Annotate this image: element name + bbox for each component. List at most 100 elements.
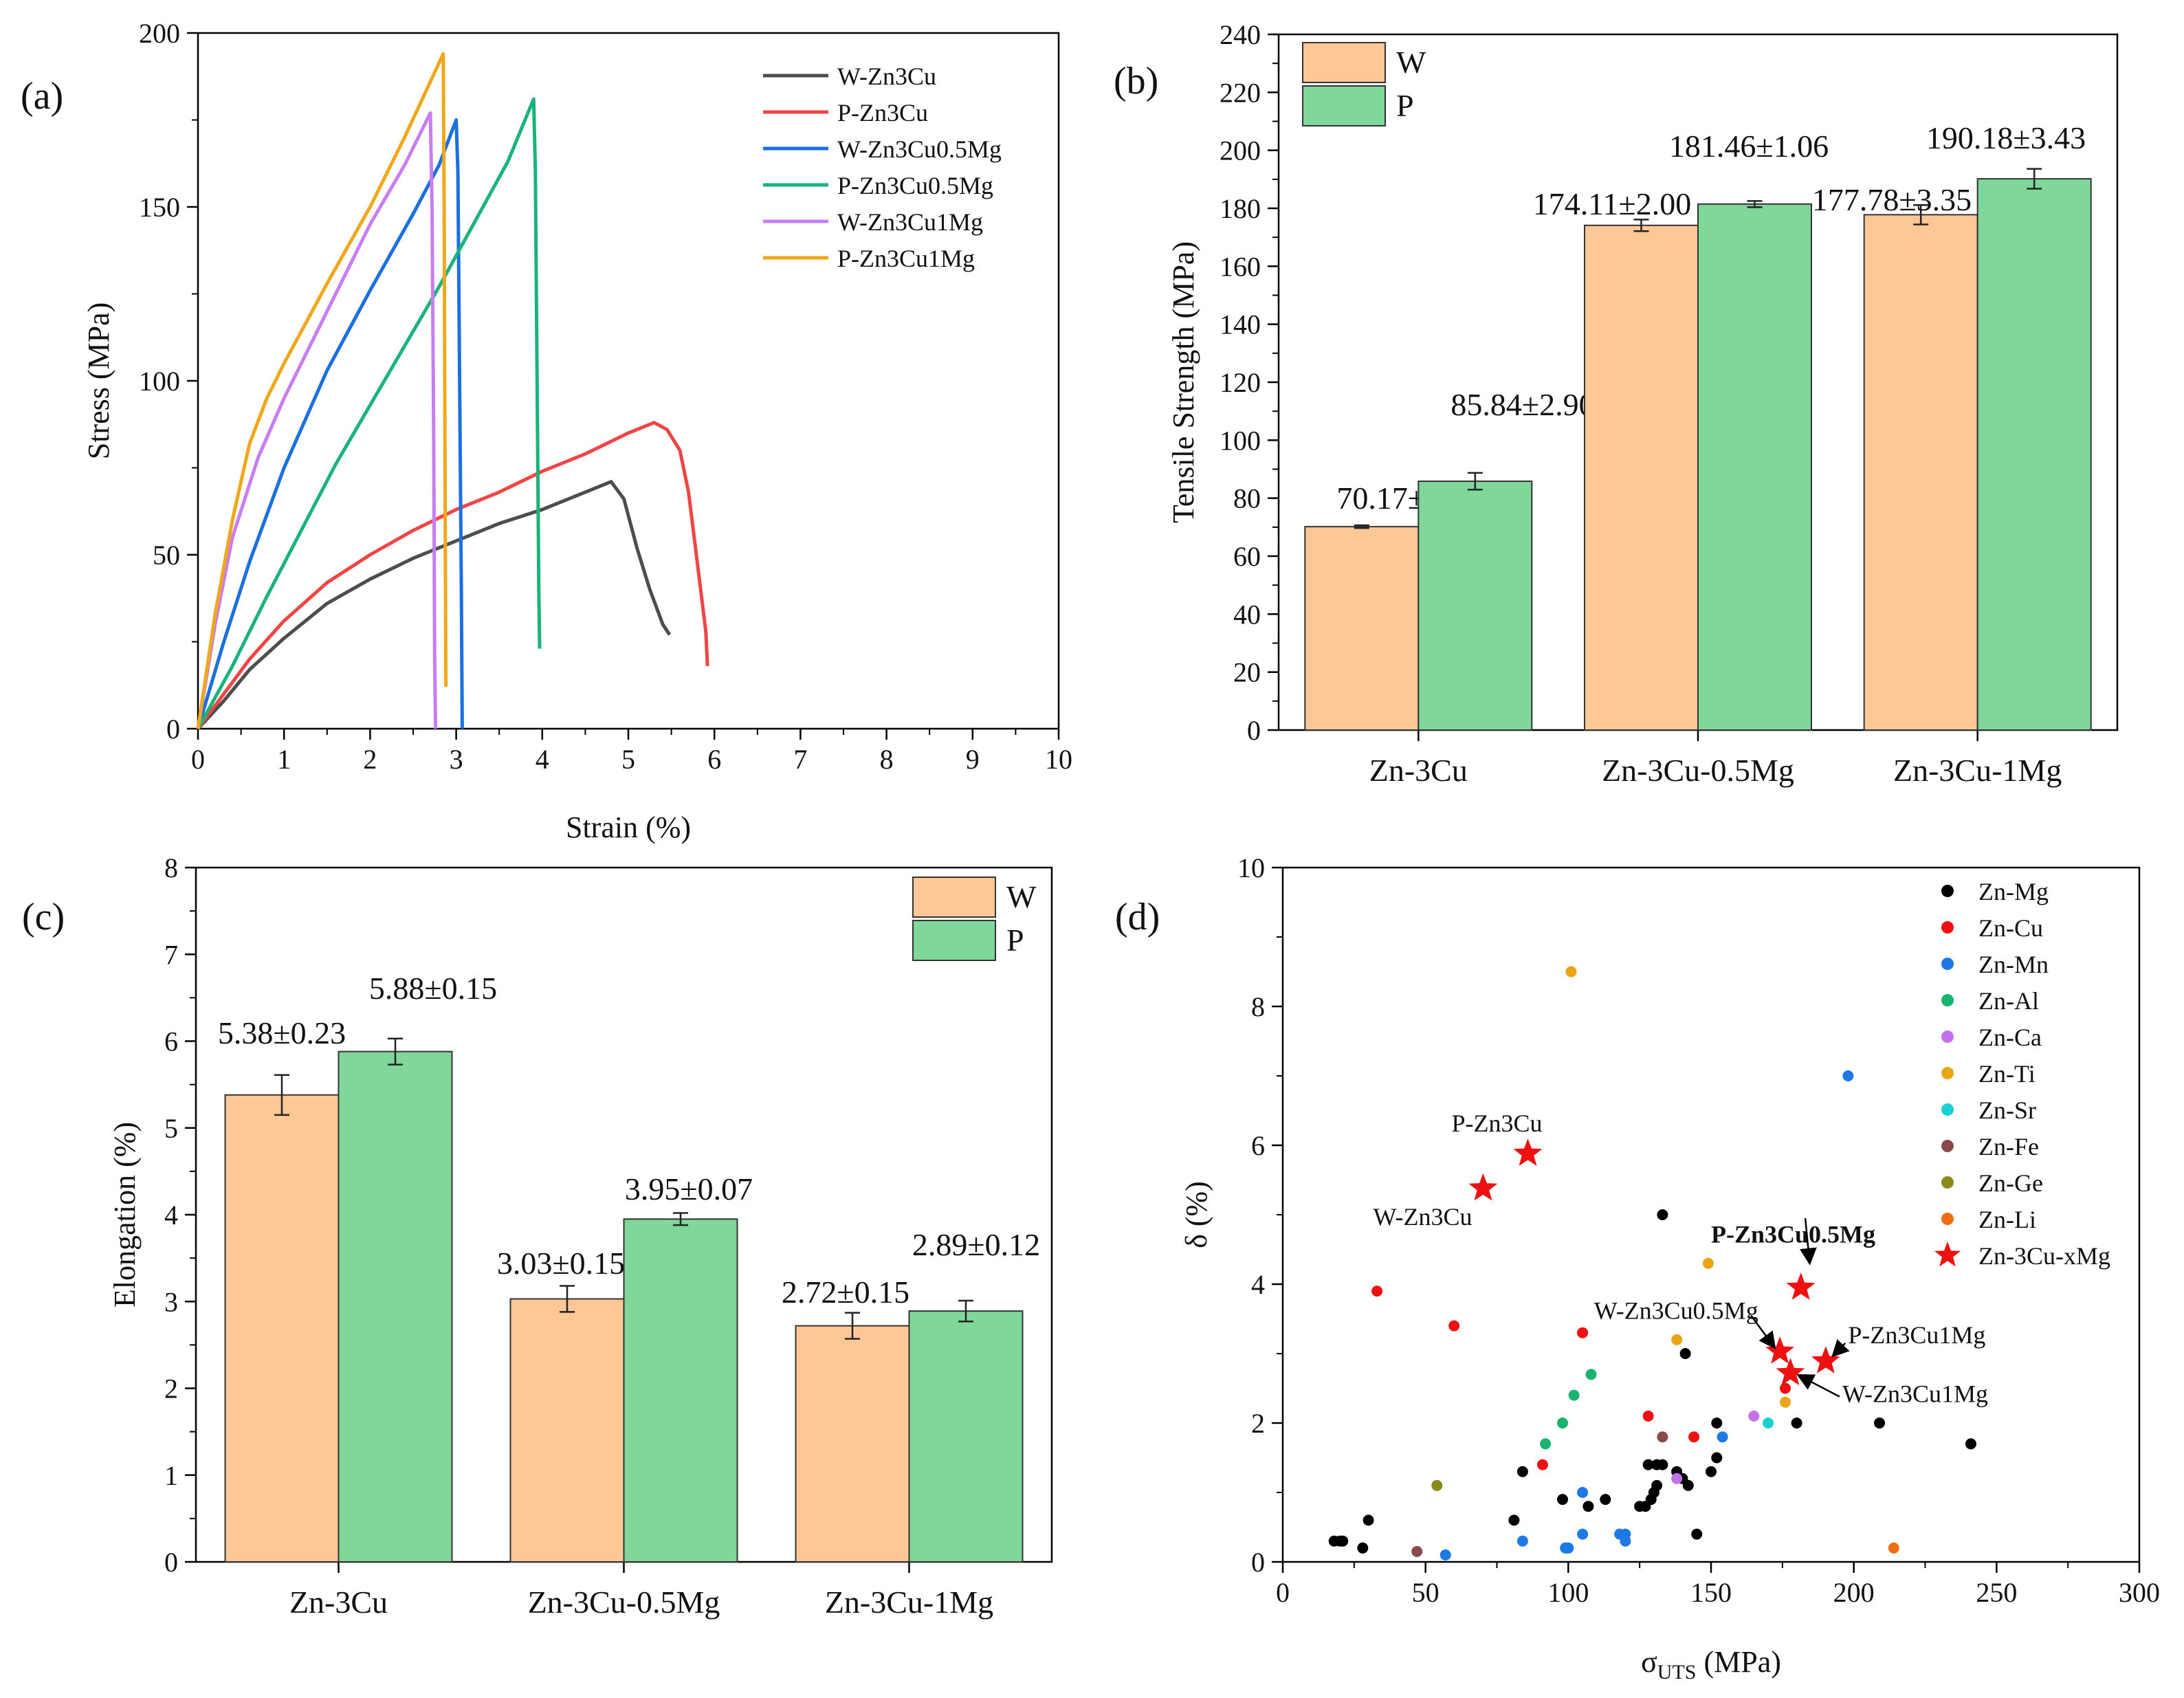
- point-Zn-Mg: [1363, 1514, 1374, 1526]
- point-Zn-Mg: [1711, 1418, 1723, 1429]
- x-tick-label: 200: [1833, 1577, 1875, 1608]
- data-label: 3.95±0.07: [625, 1171, 753, 1206]
- x-tick-label: 8: [880, 744, 894, 775]
- point-Zn-3Cu-xMg: [1811, 1346, 1840, 1374]
- x-tick-label: Zn-3Cu-0.5Mg: [528, 1585, 720, 1620]
- x-tick-label: 10: [1045, 744, 1072, 775]
- data-label: 174.11±2.00: [1533, 186, 1692, 221]
- y-tick-label: 240: [1220, 19, 1261, 50]
- legend-label-Zn-Ge: Zn-Ge: [1978, 1169, 2043, 1197]
- bar-P-Zn-3Cu-1Mg: [1976, 178, 2092, 731]
- y-tick-label: 220: [1220, 77, 1261, 108]
- legend-marker-Zn-Ge: [1941, 1176, 1954, 1189]
- point-Zn-Ge: [1431, 1479, 1443, 1491]
- y-tick-label: 4: [164, 1200, 178, 1231]
- series-line-P-Zn3Cu: [196, 421, 709, 730]
- x-tick-label: 9: [966, 744, 980, 775]
- y-tick-label: 10: [1237, 852, 1265, 883]
- panel-c-plot: 0 1 2 3 4 5 6 7 8 Zn-3Cu 5.38±0.23 5.88±0.15 Zn-3Cu-…: [108, 852, 1053, 1620]
- y-tick-label: 2: [164, 1374, 178, 1404]
- x-tick-label: 50: [1412, 1577, 1440, 1608]
- point-Zn-Mg: [1337, 1535, 1349, 1547]
- y-tick-label: 100: [1220, 425, 1261, 456]
- y-tick-label: 6: [1251, 1130, 1265, 1161]
- point-Zn-Mn: [1577, 1487, 1589, 1498]
- y-tick-label: 7: [164, 939, 178, 970]
- legend-marker-Zn-Mg: [1941, 885, 1954, 897]
- point-Zn-Cu: [1448, 1320, 1460, 1332]
- legend-marker-Zn-Li: [1941, 1213, 1954, 1225]
- panel-a: (a) 0 50 100 150 200 0 1 2 3 4 5 6 7 8 9 10 Strain (%) St…: [21, 18, 1072, 844]
- data-label: 5.38±0.23: [218, 1015, 346, 1050]
- legend-label-Zn-Fe: Zn-Fe: [1978, 1133, 2039, 1160]
- point-Zn-Mg: [1711, 1452, 1723, 1464]
- data-label: 5.88±0.15: [369, 971, 497, 1006]
- point-Zn-Li: [1888, 1542, 1899, 1554]
- annotation-label: P-Zn3Cu: [1451, 1110, 1542, 1137]
- data-label: 3.03±0.15: [497, 1246, 625, 1281]
- y-tick-label: 0: [1247, 715, 1261, 746]
- series-line-W-Zn3Cu1Mg: [196, 111, 438, 729]
- point-Zn-Mg: [1706, 1466, 1717, 1477]
- legend-label-Zn-Mn: Zn-Mn: [1978, 951, 2049, 978]
- y-axis-label: Elongation (%): [108, 1122, 142, 1308]
- y-tick-label: 20: [1233, 657, 1261, 688]
- annotation-label: W-Zn3Cu: [1374, 1203, 1472, 1231]
- point-Zn-3Cu-xMg: [1786, 1272, 1816, 1300]
- series-line-P-Zn3Cu0.5Mg: [196, 97, 542, 730]
- series-line-W-Zn3Cu0.5Mg: [196, 118, 464, 729]
- legend-label-P-Zn3Cu0.5Mg: P-Zn3Cu0.5Mg: [837, 172, 993, 199]
- point-Zn-Mg: [1965, 1438, 1976, 1450]
- y-tick-label: 40: [1233, 599, 1261, 630]
- y-tick-label: 50: [153, 540, 180, 571]
- data-label: 181.46±1.06: [1669, 129, 1829, 164]
- point-Zn-Al: [1585, 1369, 1597, 1380]
- x-tick-label: Zn-3Cu: [1369, 753, 1468, 788]
- annotation-label: W-Zn3Cu0.5Mg: [1594, 1297, 1758, 1325]
- point-Zn-Cu: [1779, 1382, 1791, 1394]
- point-Zn-Al: [1557, 1418, 1569, 1429]
- legend-label-P: P: [1396, 88, 1414, 123]
- y-axis-label: δ (%): [1180, 1181, 1213, 1248]
- panel-b-label: (b): [1114, 60, 1158, 102]
- y-tick-label: 100: [139, 366, 180, 397]
- x-tick-label: 0: [1276, 1577, 1290, 1608]
- x-tick-label: 3: [450, 744, 463, 775]
- x-tick-label: 250: [1976, 1577, 2017, 1608]
- panel-a-plot: 0 50 100 150 200 0 1 2 3 4 5 6 7 8 9 10 Strain (%) Stress…: [82, 18, 1072, 844]
- series-line-P-Zn3Cu1Mg: [196, 52, 448, 729]
- x-tick-label: 2: [363, 744, 377, 775]
- x-tick-label: Zn-3Cu-0.5Mg: [1602, 753, 1794, 788]
- annotation-label: P-Zn3Cu0.5Mg: [1711, 1220, 1875, 1248]
- point-Zn-Mg: [1600, 1494, 1611, 1506]
- x-tick-label: 0: [191, 744, 205, 775]
- y-tick-label: 0: [1251, 1547, 1265, 1578]
- panel-a-label: (a): [21, 75, 63, 118]
- panel-b-plot: 020406080100120140160180200220240Zn-3Cu7…: [1167, 19, 2119, 788]
- legend-label-Zn-Ti: Zn-Ti: [1978, 1060, 2036, 1088]
- point-Zn-Cu: [1577, 1327, 1589, 1338]
- point-Zn-Mg: [1657, 1459, 1668, 1470]
- point-Zn-3Cu-xMg: [1776, 1358, 1805, 1386]
- legend-label-Zn-3Cu-xMg: Zn-3Cu-xMg: [1978, 1242, 2110, 1270]
- y-tick-label: 8: [164, 852, 178, 883]
- legend-label-Zn-Mg: Zn-Mg: [1978, 878, 2049, 905]
- bar-W-Zn-3Cu-1Mg: [1863, 214, 1978, 731]
- annotation-label: P-Zn3Cu1Mg: [1848, 1321, 1985, 1349]
- point-Zn-Cu: [1536, 1459, 1548, 1470]
- legend-swatch-W: [1302, 42, 1386, 83]
- data-label: 177.78±3.35: [1812, 182, 1972, 217]
- legend-marker-Zn-3Cu-xMg: [1934, 1242, 1961, 1267]
- point-Zn-Mn: [1577, 1528, 1589, 1540]
- series-line-W-Zn3Cu: [197, 480, 672, 730]
- point-Zn-Cu: [1371, 1286, 1383, 1297]
- point-Zn-Mg: [1557, 1494, 1569, 1506]
- panel-c: (c) 0 1 2 3 4 5 6 7 8 Zn-3Cu 5.38±0.23 5.88±0.15 Zn-…: [22, 852, 1053, 1620]
- legend-marker-Zn-Ca: [1941, 1030, 1954, 1043]
- y-tick-label: 0: [164, 1547, 178, 1578]
- x-tick-label: 100: [1547, 1577, 1589, 1608]
- y-tick-label: 120: [1220, 367, 1261, 398]
